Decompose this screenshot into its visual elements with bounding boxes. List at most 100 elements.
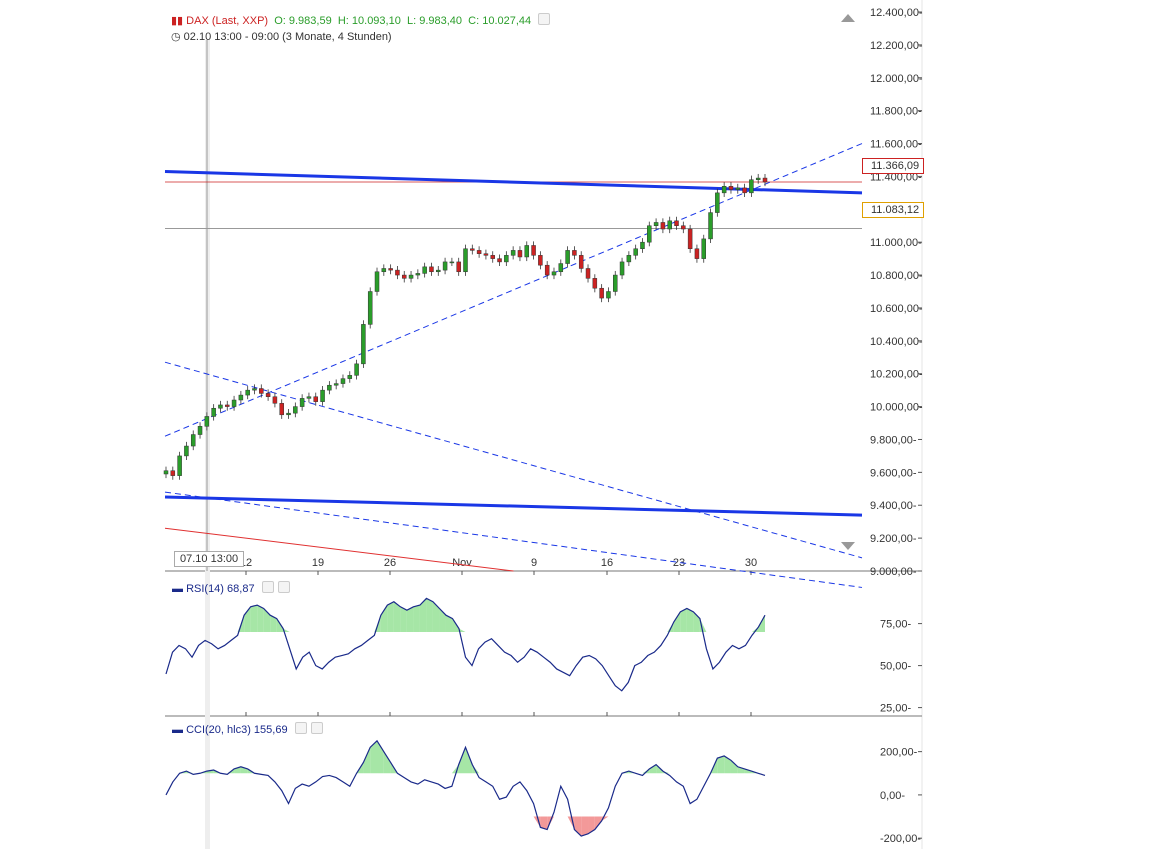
- overbought-fill: [717, 755, 725, 774]
- overbought-fill: [370, 740, 378, 774]
- cci-series-icon: ▬: [172, 724, 183, 736]
- candle: [524, 245, 530, 258]
- candle: [415, 273, 421, 276]
- candle: [218, 404, 223, 409]
- osc-tick-label: 50,00-: [880, 661, 912, 673]
- overbought-fill: [250, 605, 258, 632]
- candle: [442, 261, 448, 271]
- overbought-fill: [419, 598, 427, 632]
- candle: [429, 266, 434, 273]
- candle: [606, 291, 611, 299]
- overbought-fill: [458, 747, 466, 774]
- scroll-up-icon: [841, 14, 855, 22]
- overbought-fill: [257, 605, 264, 632]
- osc-tick-label: 0,00-: [880, 790, 905, 802]
- x-tick-label: 16: [601, 557, 613, 569]
- rsi-label[interactable]: RSI(14): [186, 583, 224, 595]
- y-tick-label: 9.600,00-: [870, 467, 917, 479]
- candle: [163, 470, 169, 475]
- settings-icon[interactable]: [538, 13, 551, 25]
- candle: [320, 389, 325, 402]
- candle: [667, 220, 672, 230]
- high-value: H: 10.093,10: [337, 15, 401, 27]
- cci-header: ▬ CCI(20, hlc3) 155,69: [172, 722, 323, 736]
- y-tick-label: 12.400,00-: [870, 7, 923, 19]
- oscillator-line: [165, 739, 766, 837]
- oversold-fill: [547, 816, 554, 830]
- candle: [681, 225, 686, 230]
- overbought-fill: [244, 606, 251, 632]
- overbought-fill: [387, 601, 394, 632]
- candle: [701, 238, 706, 259]
- candle: [497, 258, 502, 263]
- candle: [613, 274, 618, 292]
- overbought-fill: [445, 615, 453, 632]
- candle: [333, 383, 339, 386]
- candle: [735, 187, 741, 190]
- overbought-fill: [413, 605, 420, 632]
- overbought-fill: [380, 605, 388, 632]
- rsi-close-icon[interactable]: [277, 581, 290, 593]
- x-tick-label: 26: [384, 557, 396, 569]
- cci-close-icon[interactable]: [310, 722, 323, 734]
- last-price-label: 11.366,09: [862, 158, 925, 174]
- symbol-label[interactable]: DAX (Last, XXP): [186, 15, 269, 27]
- candle: [687, 228, 693, 250]
- overbought-fill: [642, 768, 650, 774]
- candle: [742, 187, 747, 194]
- overbought-fill: [730, 760, 738, 774]
- candle: [367, 291, 373, 325]
- candle: [401, 274, 407, 279]
- candle: [674, 220, 679, 226]
- candle: [749, 179, 754, 194]
- candle: [694, 248, 700, 259]
- overbought-fill: [432, 601, 440, 632]
- candle: [647, 225, 652, 243]
- candle: [340, 378, 346, 384]
- x-tick-label: Nov: [452, 557, 472, 569]
- candle: [660, 222, 666, 230]
- period-row: ◷ 02.10 13:00 - 09:00 (3 Monate, 4 Stund…: [171, 30, 392, 43]
- candle: [177, 455, 182, 476]
- y-tick-label: 10.600,00-: [870, 303, 923, 315]
- candle: [225, 404, 230, 407]
- y-tick-label: 10.800,00-: [870, 270, 923, 282]
- y-tick-label: 11.000,00-: [870, 237, 922, 249]
- cci-label[interactable]: CCI(20, hlc3): [186, 724, 251, 736]
- osc-tick-label: 200,00-: [880, 747, 918, 759]
- candle: [286, 412, 291, 416]
- y-tick-label: 11.600,00-: [870, 139, 922, 151]
- candle: [544, 264, 550, 276]
- candle: [578, 255, 584, 269]
- candle: [517, 250, 523, 258]
- candle: [197, 426, 203, 435]
- candle: [299, 398, 305, 407]
- cci-settings-icon[interactable]: [294, 722, 307, 734]
- oversold-fill: [581, 816, 589, 837]
- rsi-settings-icon[interactable]: [261, 581, 274, 593]
- candle: [190, 434, 196, 447]
- open-value: O: 9.983,59: [274, 15, 332, 27]
- rsi-series-icon: ▬: [172, 583, 183, 595]
- candle: [306, 396, 312, 399]
- candle: [715, 192, 720, 213]
- y-tick-label: 10.000,00-: [870, 402, 923, 414]
- trendline-3: [164, 361, 863, 559]
- rsi-value: 68,87: [227, 583, 255, 595]
- candle: [626, 255, 632, 263]
- candle: [640, 241, 645, 250]
- candle: [592, 278, 598, 289]
- trendline-2: [164, 143, 863, 437]
- osc-tick-label: 75,00-: [880, 619, 912, 631]
- overbought-fill: [426, 598, 433, 632]
- candle: [510, 250, 516, 256]
- reference-price-label: 11.083,12: [862, 202, 925, 218]
- candle: [272, 396, 278, 404]
- candle: [265, 393, 271, 397]
- osc-tick-label: -200,00-: [880, 833, 921, 845]
- candle: [558, 263, 564, 273]
- candle: [395, 269, 400, 276]
- candle: [463, 248, 468, 273]
- overbought-fill: [724, 755, 731, 774]
